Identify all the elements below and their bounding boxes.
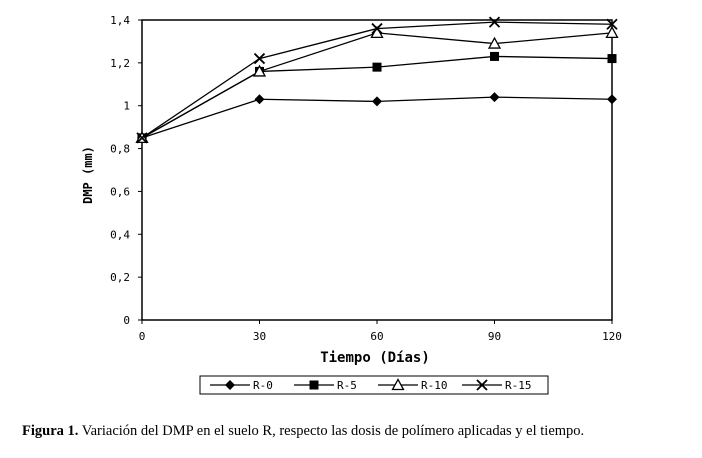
data-point-R-0: [607, 94, 617, 105]
data-point-R-10: [605, 26, 619, 39]
x-axis: 0 30 60 90 120: [139, 320, 622, 343]
x-tick-label: 30: [253, 330, 266, 343]
y-tick-label: 0,4: [110, 228, 130, 241]
data-point-R-5: [490, 51, 499, 61]
caption-text: Variación del DMP en el suelo R, respect…: [78, 423, 585, 439]
y-tick-label: 1: [123, 100, 130, 113]
y-axis-label: DMP (mm): [81, 146, 95, 204]
series-layer: [135, 16, 619, 144]
data-point-R-15: [371, 22, 383, 35]
y-tick-label: 0,2: [110, 271, 130, 284]
data-point-R-10: [252, 64, 267, 77]
x-tick-label: 60: [370, 330, 383, 343]
data-point-R-15: [136, 132, 148, 144]
x-axis-label: Tiempo (Días): [320, 350, 430, 366]
legend-marker-R-5: [309, 380, 319, 390]
y-tick-label: 1,2: [110, 57, 130, 70]
y-tick-label: 1,4: [110, 14, 130, 27]
legend: R-0 R-5 R-10 R-15: [210, 378, 532, 392]
legend-box: [199, 375, 549, 395]
data-point-R-0: [254, 94, 265, 105]
figure-caption: Figura 1. Variación del DMP en el suelo …: [22, 423, 692, 440]
legend-label: R-0: [253, 379, 273, 392]
legend-label: R-5: [337, 379, 357, 392]
y-tick-label: 0,6: [110, 185, 130, 198]
data-point-R-10: [487, 36, 502, 49]
legend-marker-R-15: [476, 379, 488, 391]
y-tick-label: 0,8: [110, 143, 130, 156]
data-point-R-0: [489, 92, 500, 103]
legend-marker-R-0: [225, 380, 235, 390]
x-tick-label: 0: [139, 330, 146, 343]
data-point-R-5: [372, 62, 382, 72]
legend-marker-R-10: [391, 378, 405, 391]
y-tick-label: 0: [123, 314, 130, 327]
data-point-R-0: [372, 96, 382, 107]
x-tick-label: 90: [488, 330, 501, 343]
legend-label: R-15: [505, 379, 532, 392]
data-point-R-15: [253, 52, 266, 65]
series-line-R-10: [141, 32, 613, 139]
legend-label: R-10: [421, 379, 448, 392]
data-point-R-15: [488, 16, 501, 28]
data-point-R-5: [607, 54, 617, 64]
data-point-R-15: [606, 18, 618, 30]
x-tick-label: 120: [602, 330, 622, 343]
caption-label: Figura 1.: [22, 423, 79, 439]
y-axis: 0 0,2 0,4 0,6 0,8 1 1,2 1,4: [110, 14, 142, 327]
